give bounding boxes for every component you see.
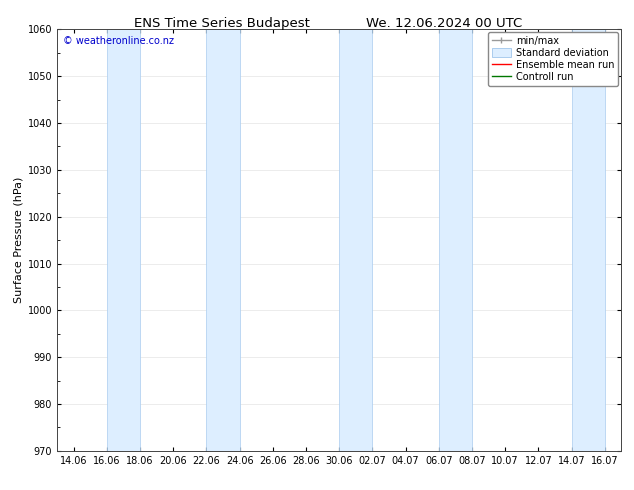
Legend: min/max, Standard deviation, Ensemble mean run, Controll run: min/max, Standard deviation, Ensemble me… [488,32,618,86]
Text: © weatheronline.co.nz: © weatheronline.co.nz [63,36,174,46]
Bar [339,29,372,451]
Bar [439,29,472,451]
Text: ENS Time Series Budapest: ENS Time Series Budapest [134,17,310,30]
Text: We. 12.06.2024 00 UTC: We. 12.06.2024 00 UTC [366,17,522,30]
Bar [107,29,140,451]
Bar [207,29,240,451]
Bar [571,29,605,451]
Y-axis label: Surface Pressure (hPa): Surface Pressure (hPa) [13,177,23,303]
